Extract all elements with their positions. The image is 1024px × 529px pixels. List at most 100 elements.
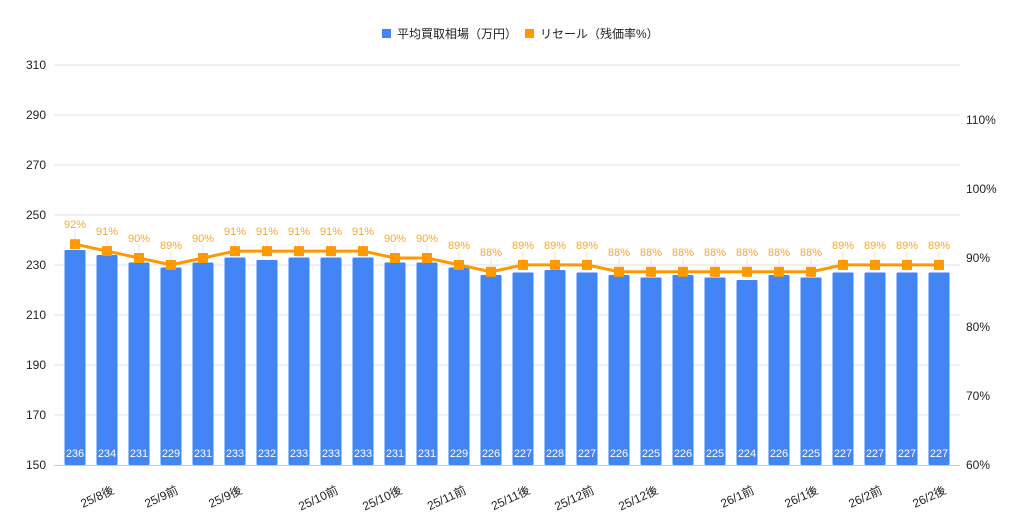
bar[interactable]: 233 <box>288 257 310 466</box>
bar-rect[interactable] <box>800 277 822 466</box>
line-point[interactable]: 89% <box>832 240 854 270</box>
legend-item-line[interactable]: リセール（残価率%） <box>525 26 659 41</box>
bar-rect[interactable] <box>480 275 502 465</box>
bar[interactable]: 224 <box>736 280 758 465</box>
line-point[interactable]: 88% <box>480 247 502 277</box>
bar[interactable]: 231 <box>192 262 214 466</box>
chart-legend[interactable]: 平均買取相場（万円） リセール（残価率%） <box>382 26 659 41</box>
bar[interactable]: 225 <box>640 277 662 466</box>
line-point[interactable]: 89% <box>864 240 886 270</box>
bar-rect[interactable] <box>288 257 310 466</box>
bar[interactable]: 228 <box>544 270 566 465</box>
square-marker-icon[interactable] <box>134 253 144 263</box>
square-marker-icon[interactable] <box>102 246 112 257</box>
line-point[interactable]: 89% <box>448 240 470 270</box>
bar[interactable]: 225 <box>704 277 726 466</box>
line-point[interactable]: 88% <box>800 247 822 277</box>
bar-rect[interactable] <box>928 272 950 466</box>
line-point[interactable]: 90% <box>128 233 150 263</box>
square-marker-icon[interactable] <box>774 266 784 277</box>
bar-rect[interactable] <box>416 262 438 466</box>
line-point[interactable]: 88% <box>704 247 726 277</box>
bar[interactable]: 227 <box>928 272 950 466</box>
square-marker-icon[interactable] <box>518 259 528 270</box>
square-marker-icon[interactable] <box>838 259 848 270</box>
bar[interactable]: 225 <box>800 277 822 466</box>
line-point[interactable]: 88% <box>608 247 630 277</box>
line-point[interactable]: 88% <box>736 247 758 277</box>
square-marker-icon[interactable] <box>390 253 400 263</box>
bar-rect[interactable] <box>192 262 214 466</box>
line-point[interactable]: 91% <box>256 226 278 257</box>
line-point[interactable]: 90% <box>384 233 406 263</box>
line-point[interactable]: 90% <box>416 233 438 263</box>
line-point[interactable]: 88% <box>672 247 694 277</box>
bar[interactable]: 231 <box>128 262 150 466</box>
bar[interactable]: 226 <box>608 275 630 465</box>
square-marker-icon[interactable] <box>326 246 336 257</box>
bar-rect[interactable] <box>896 272 918 466</box>
bar-rect[interactable] <box>768 275 790 465</box>
bar-rect[interactable] <box>544 270 566 465</box>
bar-rect[interactable] <box>864 272 886 466</box>
bar-rect[interactable] <box>832 272 854 466</box>
bar-rect[interactable] <box>320 257 342 466</box>
bar[interactable]: 227 <box>896 272 918 466</box>
bar-rect[interactable] <box>160 267 182 466</box>
line-point[interactable]: 91% <box>224 226 246 257</box>
square-marker-icon[interactable] <box>486 266 496 277</box>
square-marker-icon[interactable] <box>422 253 432 263</box>
square-marker-icon[interactable] <box>742 266 752 277</box>
bar-rect[interactable] <box>224 257 246 466</box>
bar-rect[interactable] <box>128 262 150 466</box>
line-point[interactable]: 88% <box>640 247 662 277</box>
square-marker-icon[interactable] <box>550 259 560 270</box>
square-marker-icon[interactable] <box>358 246 368 257</box>
bar[interactable]: 227 <box>576 272 598 466</box>
bar[interactable]: 229 <box>160 267 182 466</box>
bar[interactable]: 231 <box>384 262 406 466</box>
line-point[interactable]: 91% <box>320 226 342 257</box>
square-marker-icon[interactable] <box>166 259 176 270</box>
bar[interactable]: 236 <box>64 250 86 465</box>
square-marker-icon[interactable] <box>646 266 656 277</box>
square-marker-icon[interactable] <box>614 266 624 277</box>
line-point[interactable]: 89% <box>160 240 182 270</box>
line-point[interactable]: 90% <box>192 233 214 263</box>
square-marker-icon[interactable] <box>710 266 720 277</box>
square-marker-icon[interactable] <box>454 259 464 270</box>
line-point[interactable]: 89% <box>544 240 566 270</box>
square-marker-icon[interactable] <box>70 239 80 250</box>
bar[interactable]: 233 <box>352 257 374 466</box>
bar-rect[interactable] <box>608 275 630 465</box>
line-point[interactable]: 88% <box>768 247 790 277</box>
bar-rect[interactable] <box>384 262 406 466</box>
square-marker-icon[interactable] <box>806 266 816 277</box>
square-marker-icon[interactable] <box>582 259 592 270</box>
line-point[interactable]: 89% <box>928 240 950 270</box>
bar[interactable]: 227 <box>864 272 886 466</box>
bar[interactable]: 226 <box>672 275 694 465</box>
square-marker-icon[interactable] <box>294 246 304 257</box>
bar-rect[interactable] <box>640 277 662 466</box>
bar-rect[interactable] <box>704 277 726 466</box>
square-marker-icon[interactable] <box>230 246 240 257</box>
line-point[interactable]: 89% <box>896 240 918 270</box>
line-point[interactable]: 92% <box>64 219 86 250</box>
bar-rect[interactable] <box>96 255 118 465</box>
bar-rect[interactable] <box>448 267 470 466</box>
square-marker-icon[interactable] <box>934 259 944 270</box>
bar-rect[interactable] <box>736 280 758 465</box>
bar[interactable]: 229 <box>448 267 470 466</box>
bar-rect[interactable] <box>576 272 598 466</box>
bar-rect[interactable] <box>64 250 86 465</box>
line-point[interactable]: 89% <box>576 240 598 270</box>
bar-rect[interactable] <box>512 272 534 466</box>
line-point[interactable]: 91% <box>288 226 310 257</box>
bar[interactable]: 226 <box>480 275 502 465</box>
bar-rect[interactable] <box>256 260 278 465</box>
bar[interactable]: 227 <box>512 272 534 466</box>
bar-rect[interactable] <box>672 275 694 465</box>
bar[interactable]: 227 <box>832 272 854 466</box>
line-point[interactable]: 91% <box>96 226 118 257</box>
